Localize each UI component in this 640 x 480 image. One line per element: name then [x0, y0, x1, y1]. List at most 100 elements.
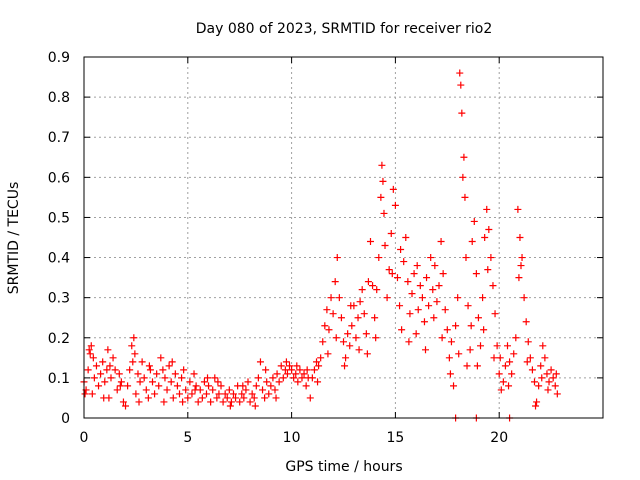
x-tick-label: 20 [490, 430, 508, 446]
data-point [290, 374, 298, 382]
data-point [514, 205, 522, 213]
data-point [317, 354, 325, 362]
data-point [223, 394, 231, 402]
data-point [385, 266, 393, 274]
data-point [151, 390, 159, 398]
data-point [160, 398, 168, 406]
data-point [286, 362, 294, 370]
data-point [479, 294, 487, 302]
data-point [373, 286, 381, 294]
data-point [446, 370, 454, 378]
data-point [504, 342, 512, 350]
data-point [464, 302, 472, 310]
data-point [528, 366, 536, 374]
x-tick-label: 15 [386, 430, 404, 446]
data-point [217, 382, 225, 390]
data-point [205, 382, 213, 390]
data-point [506, 358, 514, 366]
data-point [136, 378, 144, 386]
data-point [537, 362, 545, 370]
y-tick-label: 0 [61, 411, 70, 427]
data-point [161, 374, 169, 382]
data-point [352, 334, 360, 342]
data-point [447, 338, 455, 346]
data-point [265, 390, 273, 398]
data-point [248, 390, 256, 398]
data-point [179, 398, 187, 406]
data-point [293, 362, 301, 370]
data-point [389, 185, 397, 193]
data-point [360, 310, 368, 318]
data-point [438, 334, 446, 342]
data-point [283, 370, 291, 378]
data-point [272, 394, 280, 402]
data-point [344, 330, 352, 338]
data-point [551, 382, 559, 390]
data-point [296, 366, 304, 374]
data-point [261, 394, 269, 402]
data-point [124, 382, 132, 390]
data-point [348, 322, 356, 330]
data-point [117, 378, 125, 386]
data-point [404, 278, 412, 286]
data-point [414, 306, 422, 314]
x-tick-label: 10 [283, 430, 301, 446]
data-point [145, 362, 153, 370]
data-point [462, 254, 470, 262]
data-point [165, 362, 173, 370]
data-point [341, 362, 349, 370]
data-point [508, 370, 516, 378]
data-point [116, 382, 124, 390]
data-point [192, 382, 200, 390]
data-point [144, 394, 152, 402]
data-point [418, 294, 426, 302]
data-point [538, 374, 546, 382]
data-point [337, 314, 345, 322]
data-point [437, 238, 445, 246]
data-point [211, 374, 219, 382]
data-point [539, 342, 547, 350]
data-point [294, 378, 302, 386]
data-point [472, 270, 480, 278]
data-point [242, 386, 250, 394]
data-point [109, 354, 117, 362]
data-point [362, 330, 370, 338]
data-point [355, 346, 363, 354]
data-point [393, 274, 401, 282]
data-point [427, 254, 435, 262]
data-point [303, 366, 311, 374]
data-point [178, 374, 186, 382]
data-point [90, 374, 98, 382]
data-point [388, 270, 396, 278]
data-point [106, 362, 114, 370]
data-point [188, 390, 196, 398]
data-point [259, 386, 267, 394]
data-point [240, 394, 248, 402]
data-point [517, 262, 525, 270]
y-tick-label: 0.7 [48, 130, 70, 146]
data-point [455, 350, 463, 358]
data-point [456, 69, 464, 77]
data-point [429, 286, 437, 294]
data-point [219, 398, 227, 406]
data-point [135, 398, 143, 406]
data-point [180, 366, 188, 374]
data-point [126, 366, 134, 374]
data-point [356, 298, 364, 306]
data-point [346, 342, 354, 350]
data-point [327, 294, 335, 302]
data-point [547, 366, 555, 374]
data-point [169, 394, 177, 402]
data-point [95, 382, 103, 390]
data-point [354, 314, 362, 322]
data-point [236, 398, 244, 406]
data-point [425, 302, 433, 310]
data-point [321, 322, 329, 330]
data-point [545, 378, 553, 386]
data-point [324, 350, 332, 358]
data-point [85, 346, 93, 354]
y-tick-label: 0.2 [48, 331, 70, 347]
data-point [221, 390, 229, 398]
data-point [288, 366, 296, 374]
data-point [244, 378, 252, 386]
